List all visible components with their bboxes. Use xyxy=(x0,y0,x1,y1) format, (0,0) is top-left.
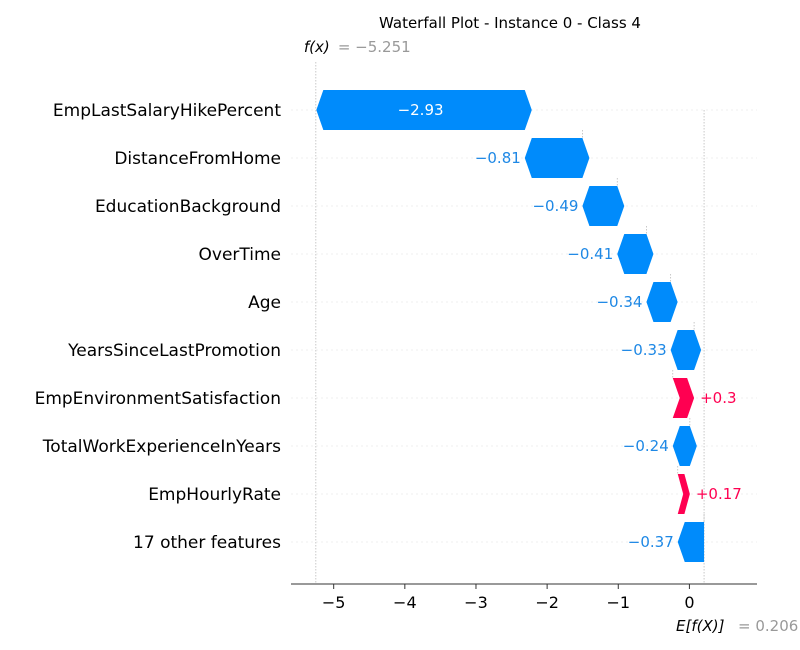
feature-label: Age xyxy=(248,293,281,313)
feature-label: EmpHourlyRate xyxy=(148,485,281,505)
feature-labels: EmpLastSalaryHikePercent DistanceFromHome… xyxy=(35,101,282,553)
fx-value: = −5.251 xyxy=(338,38,411,56)
row-gridlines xyxy=(291,62,757,584)
bar xyxy=(646,282,678,322)
bar-value-label: −2.93 xyxy=(398,101,444,119)
feature-label: EmpEnvironmentSatisfaction xyxy=(35,389,281,409)
bar xyxy=(677,522,705,562)
bar-value-labels: −2.93 −0.81 −0.49 −0.41 −0.34 −0.33 +0.3 −0.24 +… xyxy=(398,101,742,551)
bar xyxy=(617,234,654,274)
bar xyxy=(582,186,625,226)
feature-label: EmpLastSalaryHikePercent xyxy=(53,101,281,121)
bar-value-label: −0.81 xyxy=(475,149,521,167)
x-tick-label: −4 xyxy=(393,593,417,612)
base-label: E[f(X)] xyxy=(676,617,725,635)
bar xyxy=(670,330,702,370)
bar-value-label: −0.49 xyxy=(532,197,578,215)
annotations: f(x) = −5.251 E[f(X)] = 0.206 xyxy=(304,38,798,635)
x-tick-label: 0 xyxy=(684,593,694,612)
chart-title: Waterfall Plot - Instance 0 - Class 4 xyxy=(379,14,641,32)
bar xyxy=(672,378,695,418)
feature-label: DistanceFromHome xyxy=(114,149,281,169)
bar-connectors xyxy=(582,130,705,522)
x-tick-label: −3 xyxy=(464,593,488,612)
bar-value-label: +0.3 xyxy=(700,389,736,407)
feature-label: YearsSinceLastPromotion xyxy=(67,341,281,361)
bar-value-label: −0.37 xyxy=(628,533,674,551)
base-value: = 0.206 xyxy=(738,617,798,635)
bar-value-label: −0.34 xyxy=(596,293,642,311)
bar xyxy=(524,138,590,178)
bar xyxy=(316,90,532,130)
bars xyxy=(316,90,705,562)
feature-label: TotalWorkExperienceInYears xyxy=(42,437,281,457)
bar-value-label: +0.17 xyxy=(696,485,742,503)
x-tick-label: −5 xyxy=(322,593,346,612)
feature-label: EducationBackground xyxy=(95,197,281,217)
fx-label: f(x) xyxy=(304,38,330,56)
bar xyxy=(672,426,697,466)
feature-label: OverTime xyxy=(199,245,282,265)
x-tick-label: −1 xyxy=(606,593,630,612)
bar-value-label: −0.24 xyxy=(623,437,669,455)
bar-value-label: −0.33 xyxy=(621,341,667,359)
feature-label: 17 other features xyxy=(133,533,281,553)
bar xyxy=(677,474,690,514)
bar-value-label: −0.41 xyxy=(567,245,613,263)
x-tick-label: −2 xyxy=(535,593,559,612)
x-axis: −5 −4 −3 −2 −1 0 xyxy=(291,583,757,612)
